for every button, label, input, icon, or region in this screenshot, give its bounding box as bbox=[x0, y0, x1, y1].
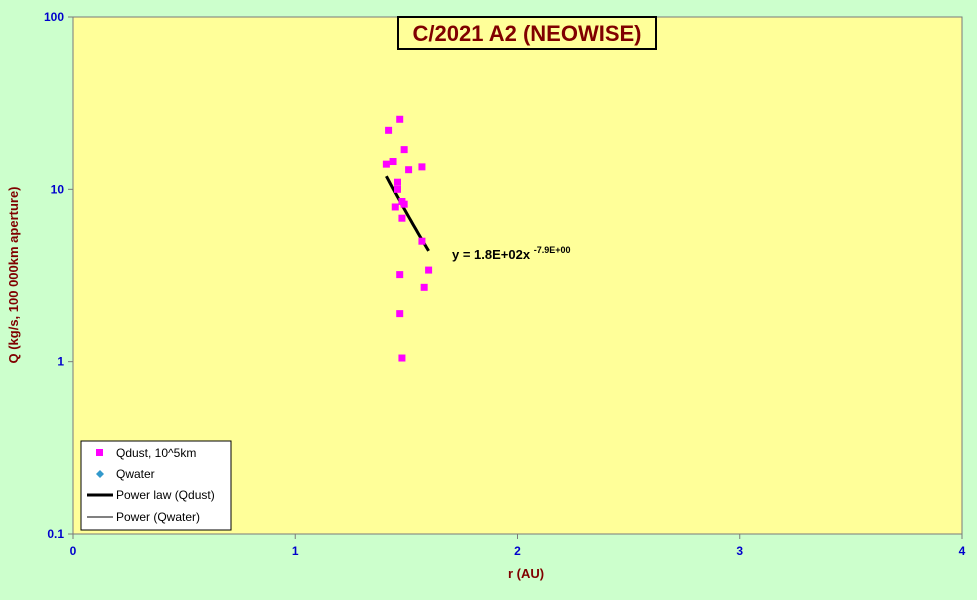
y-axis-ticks: 0.1 1 10 100 bbox=[44, 10, 73, 541]
trend-equation-exponent: -7.9E+00 bbox=[534, 245, 571, 255]
qdust-point bbox=[418, 163, 426, 171]
x-axis-label: r (AU) bbox=[508, 566, 544, 581]
qdust-point bbox=[396, 115, 404, 123]
qdust-point bbox=[382, 160, 390, 168]
x-tick-label: 4 bbox=[959, 544, 966, 558]
chart-title-box: C/2021 A2 (NEOWISE) bbox=[397, 16, 657, 50]
x-tick-label: 1 bbox=[292, 544, 299, 558]
y-tick-label: 10 bbox=[51, 182, 65, 196]
legend-box bbox=[80, 440, 232, 531]
x-tick-label: 0 bbox=[70, 544, 77, 558]
legend-qdust-label: Qdust, 10^5km bbox=[116, 446, 196, 460]
x-axis-ticks: 0 1 2 3 4 bbox=[70, 534, 966, 558]
chart-title: C/2021 A2 (NEOWISE) bbox=[412, 21, 641, 46]
qdust-point bbox=[405, 166, 413, 174]
legend-qdust-marker bbox=[96, 449, 103, 456]
trend-equation-base: y = 1.8E+02x bbox=[452, 247, 531, 262]
qdust-point bbox=[418, 237, 426, 245]
x-tick-label: 3 bbox=[736, 544, 743, 558]
legend: Qdust, 10^5km Qwater Power law (Qdust) P… bbox=[80, 440, 232, 531]
qdust-point bbox=[385, 126, 393, 134]
chart-title-frame bbox=[397, 16, 657, 50]
trend-equation: y = 1.8E+02x -7.9E+00 bbox=[452, 245, 570, 262]
qdust-point bbox=[398, 214, 406, 222]
qdust-point bbox=[398, 354, 406, 362]
legend-power-qdust-label: Power law (Qdust) bbox=[116, 488, 215, 502]
legend-power-qwater-label: Power (Qwater) bbox=[116, 510, 200, 524]
qdust-point bbox=[400, 146, 408, 154]
qdust-point bbox=[396, 310, 404, 318]
legend-qwater-label: Qwater bbox=[116, 467, 155, 481]
qdust-point bbox=[400, 200, 408, 208]
qdust-point bbox=[393, 178, 401, 186]
qdust-point bbox=[393, 185, 401, 193]
y-tick-label: 0.1 bbox=[47, 527, 64, 541]
legend-qwater-marker bbox=[96, 470, 104, 478]
y-tick-label: 1 bbox=[57, 355, 64, 369]
x-tick-label: 2 bbox=[514, 544, 521, 558]
y-tick-label: 100 bbox=[44, 10, 64, 24]
y-axis-label: Q (kg/s, 100 000km aperture) bbox=[6, 186, 21, 363]
qdust-point bbox=[389, 158, 397, 166]
qdust-point bbox=[420, 283, 428, 291]
qdust-point bbox=[396, 271, 404, 279]
qdust-point bbox=[391, 203, 399, 211]
data-points-layer bbox=[382, 115, 433, 362]
qdust-point bbox=[425, 266, 433, 274]
